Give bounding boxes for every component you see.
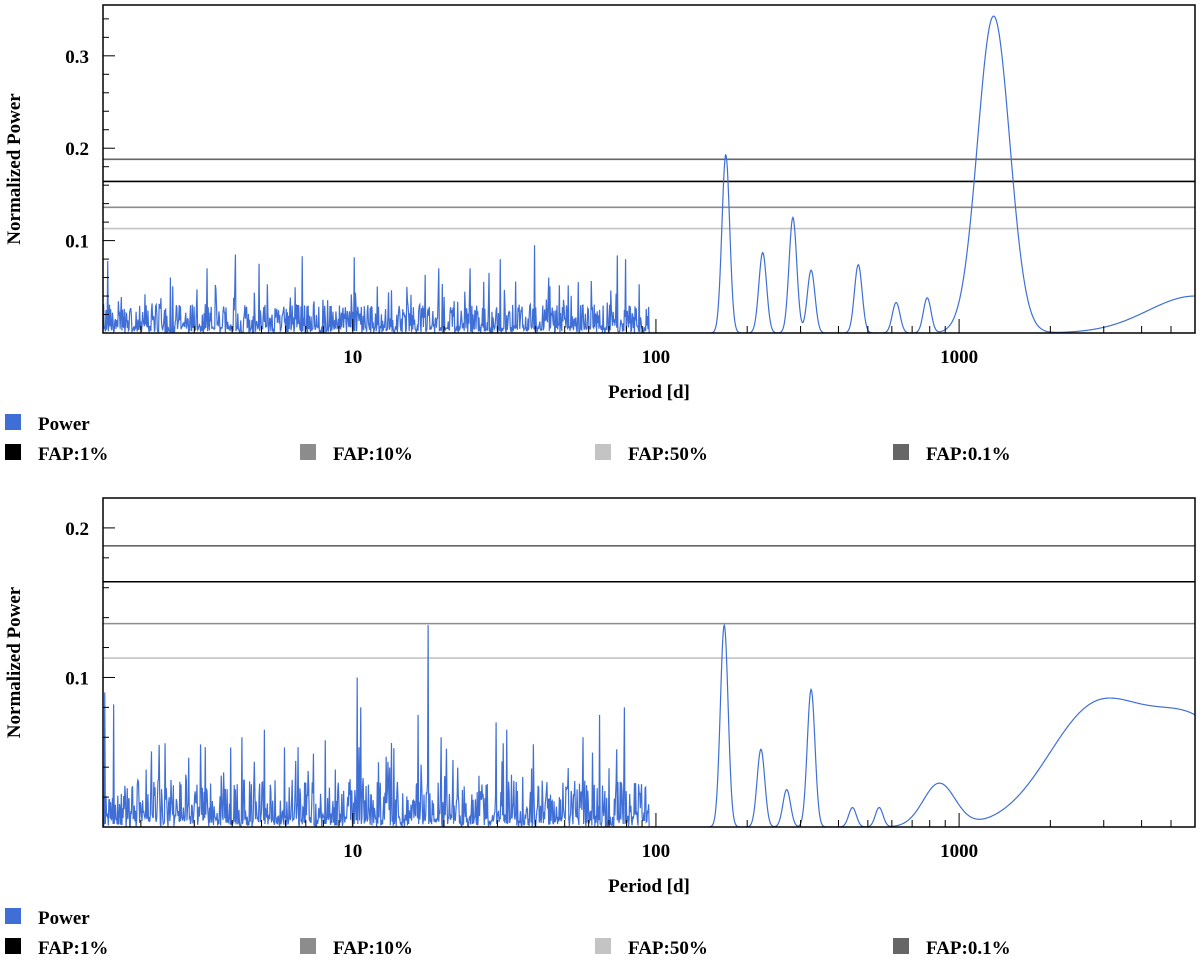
y-tick-label: 0.3 bbox=[65, 47, 89, 68]
legend-label: FAP:1% bbox=[38, 444, 108, 465]
power-series-line bbox=[103, 15, 1195, 333]
plot-frame bbox=[102, 4, 1196, 334]
legend-swatch bbox=[5, 908, 21, 924]
x-tick-label: 10 bbox=[343, 841, 362, 862]
legend: Power FAP:1% FAP:10% FAP:50% FAP:0.1% bbox=[5, 414, 1011, 465]
legend-swatch bbox=[5, 938, 21, 954]
y-tick-label: 0.1 bbox=[65, 668, 89, 689]
periodogram-panel-1: 10 100 1000 0.1 0.2 0.3 Period [d] Normalized P… bbox=[4, 4, 1196, 465]
legend-swatch bbox=[893, 938, 909, 954]
legend-label: FAP:50% bbox=[628, 444, 708, 465]
legend-swatch bbox=[5, 414, 21, 430]
legend-swatch bbox=[300, 444, 316, 460]
x-axis-label: Period [d] bbox=[608, 382, 690, 403]
legend-swatch bbox=[300, 938, 316, 954]
legend-swatch bbox=[595, 444, 611, 460]
legend-label: FAP:0.1% bbox=[926, 444, 1011, 465]
legend-label: Power bbox=[38, 414, 90, 435]
x-tick-label: 1000 bbox=[940, 347, 978, 368]
y-axis-label: Normalized Power bbox=[4, 586, 25, 738]
legend-label: FAP:10% bbox=[333, 444, 413, 465]
y-tick-label: 0.1 bbox=[65, 232, 89, 253]
x-tick-label: 100 bbox=[642, 347, 671, 368]
legend-swatch bbox=[595, 938, 611, 954]
legend-label: Power bbox=[38, 908, 90, 929]
x-tick-label: 1000 bbox=[940, 841, 978, 862]
legend-label: FAP:0.1% bbox=[926, 938, 1011, 959]
periodogram-panel-2: 10 100 1000 0.1 0.2 Period [d] Normalized Powe… bbox=[4, 497, 1196, 959]
y-tick-label: 0.2 bbox=[65, 139, 89, 160]
power-series-line bbox=[103, 623, 1195, 827]
x-tick-label: 10 bbox=[343, 347, 362, 368]
x-tick-label: 100 bbox=[642, 841, 671, 862]
legend: Power FAP:1% FAP:10% FAP:50% FAP:0.1% bbox=[5, 908, 1011, 959]
legend-label: FAP:1% bbox=[38, 938, 108, 959]
y-axis-label: Normalized Power bbox=[4, 93, 25, 245]
plot-frame bbox=[102, 497, 1196, 828]
legend-swatch bbox=[893, 444, 909, 460]
legend-swatch bbox=[5, 444, 21, 460]
y-tick-label: 0.2 bbox=[65, 519, 89, 540]
x-axis-label: Period [d] bbox=[608, 876, 690, 897]
legend-label: FAP:50% bbox=[628, 938, 708, 959]
legend-label: FAP:10% bbox=[333, 938, 413, 959]
